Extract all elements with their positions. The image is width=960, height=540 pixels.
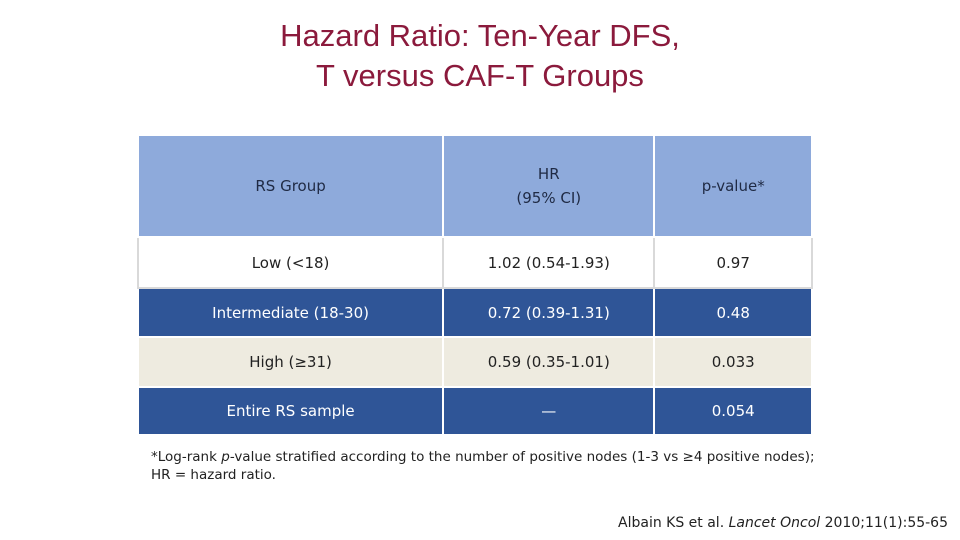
table-header-row: RS Group HR (95% CI) p-value*: [136, 134, 813, 238]
title-line-2: T versus CAF-T Groups: [316, 58, 644, 93]
table-row: Intermediate (18-30) 0.72 (0.39-1.31) 0.…: [136, 287, 813, 338]
table-row: High (≥31) 0.59 (0.35-1.01) 0.033: [136, 336, 813, 388]
cell-p: 0.033: [653, 336, 813, 388]
cell-hr: 0.72 (0.39-1.31): [442, 287, 656, 338]
hazard-ratio-table: RS Group HR (95% CI) p-value* Low (<18) …: [136, 134, 813, 436]
cell-p: 0.48: [653, 287, 813, 338]
citation-authors: Albain KS et al.: [618, 515, 729, 531]
title-line-1: Hazard Ratio: Ten-Year DFS,: [280, 18, 680, 53]
citation: Albain KS et al. Lancet Oncol 2010;11(1)…: [618, 515, 948, 531]
cell-hr: 0.59 (0.35-1.01): [442, 336, 656, 388]
header-rs-group: RS Group: [136, 134, 445, 238]
header-hr-line-1: HR: [537, 165, 560, 183]
footnote-prefix: *Log-rank: [151, 449, 222, 465]
table-row: Entire RS sample — 0.054: [136, 386, 813, 436]
cell-hr: —: [442, 386, 656, 436]
citation-details: 2010;11(1):55-65: [820, 515, 948, 531]
table-row: Low (<18) 1.02 (0.54-1.93) 0.97: [136, 236, 813, 289]
cell-group: Intermediate (18-30): [136, 287, 445, 338]
cell-p: 0.054: [653, 386, 813, 436]
page-title: Hazard Ratio: Ten-Year DFS, T versus CAF…: [0, 16, 960, 96]
cell-hr: 1.02 (0.54-1.93): [442, 236, 656, 289]
header-hr-line-2: (95% CI): [516, 189, 582, 207]
footnote-italic-p: p: [221, 449, 230, 465]
citation-journal: Lancet Oncol: [728, 515, 821, 531]
cell-group: Low (<18): [136, 236, 445, 289]
footnote-suffix: -value stratified according to the numbe…: [151, 449, 815, 483]
cell-p: 0.97: [653, 236, 813, 289]
header-hr: HR (95% CI): [442, 134, 656, 238]
cell-group: High (≥31): [136, 336, 445, 388]
cell-group: Entire RS sample: [136, 386, 445, 436]
footnote: *Log-rank p-value stratified according t…: [151, 448, 831, 484]
header-p-value: p-value*: [653, 134, 813, 238]
